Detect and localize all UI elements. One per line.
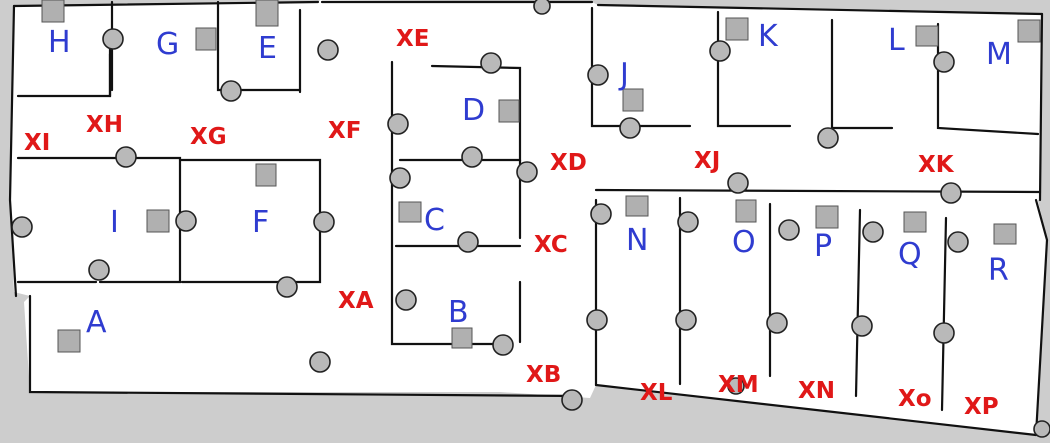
room-label-e: E [258,31,277,66]
room-label-m: M [986,37,1012,72]
room-label-h: H [48,25,71,60]
corridor-label-xk: XK [918,152,955,178]
corridor-label-xf: XF [328,118,361,144]
corridor-label-xd: XD [550,150,587,176]
corridor-label-xb: XB [526,362,561,388]
room-label-k: K [758,19,779,54]
room-label-o: O [732,225,756,260]
corridor-label-xa: XA [338,288,374,314]
room-label-l: L [888,23,905,58]
room-labels: H G E J K L M D C B I F A N O P Q R [48,19,1012,340]
corridor-label-xo: Xo [898,386,932,412]
corridor-label-xe: XE [396,26,429,52]
doors [11,0,1050,438]
floor [10,0,1047,435]
room-label-i: I [110,205,119,240]
corridor-label-xg: XG [190,124,227,150]
corridor-label-xp: XP [964,394,999,420]
corridor-label-xh: XH [86,112,123,138]
corridor-label-xm: XM [718,372,759,398]
room-label-n: N [626,223,648,258]
corridor-label-xn: XN [798,378,835,404]
room-label-b: B [448,295,469,330]
room-label-c: C [424,203,445,238]
room-label-d: D [462,93,485,128]
room-label-p: P [814,229,832,264]
corridor-labels: XE XI XH XG XF XD XJ XK XC XA XB XL XM X… [24,26,999,420]
corridor-label-xc: XC [534,232,568,258]
corridor-label-xl: XL [640,380,673,406]
room-label-g: G [156,27,179,62]
room-label-r: R [988,253,1009,288]
room-label-q: Q [898,237,922,272]
corridor-label-xi: XI [24,130,50,156]
room-label-a: A [86,305,107,340]
room-label-j: J [618,57,629,92]
room-label-f: F [252,205,269,240]
corridor-label-xj: XJ [694,148,720,174]
markers [41,0,1041,353]
